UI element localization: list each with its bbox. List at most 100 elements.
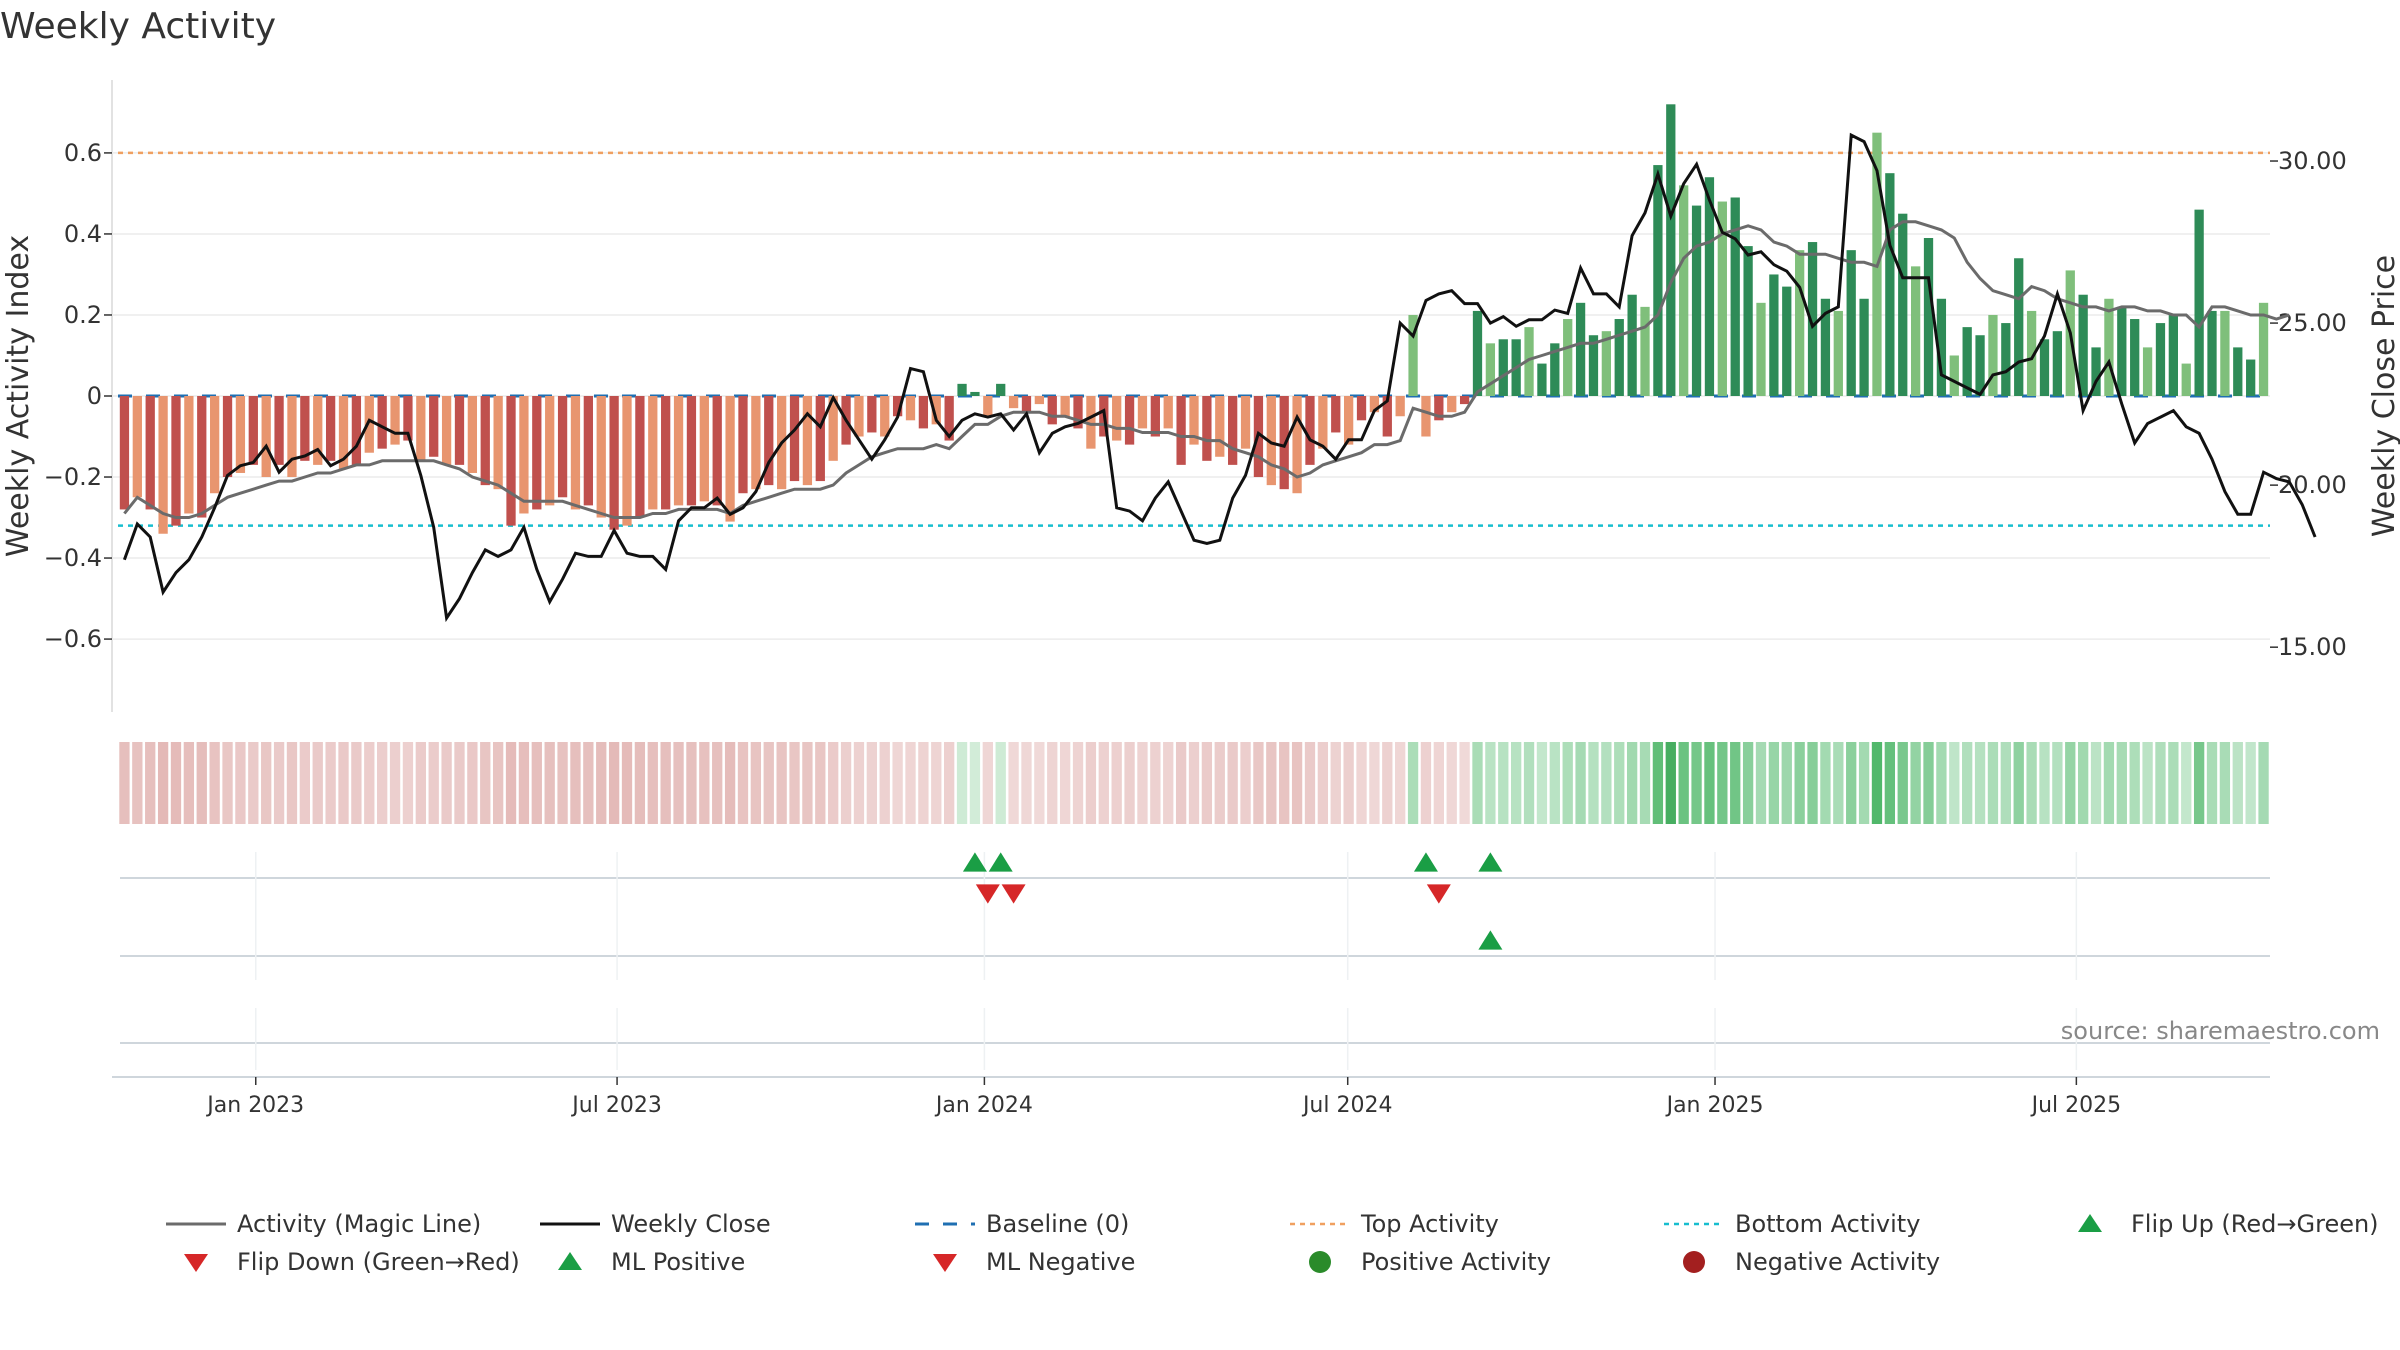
activity-bar [1769, 274, 1779, 396]
left-tick-label: 0.6 [64, 139, 102, 167]
heat-cell [1781, 742, 1792, 824]
flip-down-marker [1001, 884, 1026, 904]
activity-bar [1150, 396, 1160, 437]
heat-cell [1588, 742, 1599, 824]
heat-cell [2219, 742, 2231, 824]
activity-bar [1807, 242, 1818, 396]
legend-label: ML Negative [986, 1248, 1135, 1276]
right-tick-label: 20.00 [2278, 471, 2347, 499]
activity-bar [1047, 396, 1057, 425]
activity-bar [1395, 396, 1405, 417]
activity-bar [1112, 396, 1122, 441]
heat-cell [2116, 742, 2127, 824]
activity-bar [2194, 209, 2204, 396]
heat-cell [931, 742, 942, 824]
heat-cell [2245, 742, 2256, 824]
activity-bar [880, 396, 890, 437]
legend-label: Flip Up (Red→Green) [2131, 1210, 2379, 1238]
heat-cell [712, 742, 723, 824]
left-tick-label: −0.6 [44, 625, 102, 653]
activity-bar [557, 396, 568, 498]
heat-cell [969, 742, 981, 824]
activity-bar [751, 396, 761, 490]
heat-cell [415, 742, 426, 824]
activity-bar [441, 396, 452, 465]
heat-cell [1072, 742, 1084, 824]
heat-cell [2026, 742, 2037, 824]
activity-bar [1782, 286, 1792, 396]
activity-bar [325, 396, 336, 461]
heat-cell [1639, 742, 1651, 824]
activity-bar [532, 396, 542, 510]
left-axis-ticks: −0.6 −0.4 −0.2 0 0.2 0.4 0.6 [44, 139, 112, 653]
heat-cell [1871, 742, 1883, 824]
heat-cell [1962, 742, 1973, 824]
heat-cell [1704, 742, 1715, 824]
heat-cell [2013, 742, 2024, 824]
activity-bar [635, 396, 645, 518]
heat-cell [1987, 742, 1999, 824]
activity-bar [1563, 319, 1573, 396]
heat-cell [338, 742, 349, 824]
date-tick-label: Jan 2024 [934, 1093, 1033, 1118]
activity-bar [300, 396, 310, 461]
heat-cell [1897, 742, 1908, 824]
heat-cell [1742, 742, 1754, 824]
heat-cell [905, 742, 916, 824]
activity-bar [2091, 347, 2101, 396]
heat-cell [737, 742, 749, 824]
activity-bar [1588, 335, 1599, 396]
heat-cell [1433, 742, 1444, 824]
heat-cell [647, 742, 658, 824]
heat-cell [1794, 742, 1805, 824]
activity-bar [1060, 396, 1070, 417]
right-tick-label: 25.00 [2278, 309, 2347, 337]
activity-bar [918, 396, 929, 429]
heat-cell [1446, 742, 1457, 824]
activity-bar [789, 396, 800, 482]
heat-cell [1266, 742, 1277, 824]
legend-label: ML Positive [611, 1248, 745, 1276]
heat-cell [492, 742, 504, 824]
activity-bar [145, 396, 155, 510]
heat-cell [1498, 742, 1509, 824]
date-tick-label: Jan 2025 [1665, 1093, 1764, 1118]
heat-cell [1549, 742, 1560, 824]
heat-cell [2168, 742, 2179, 824]
activity-bar [2078, 294, 2088, 396]
heat-cell [1047, 742, 1058, 824]
activity-bar [313, 396, 323, 465]
activity-bar [1124, 396, 1135, 445]
activity-bar [2207, 310, 2217, 396]
activity-bar [1833, 310, 1843, 396]
activity-bar [1305, 396, 1315, 465]
activity-bar [892, 396, 903, 417]
heat-cell [467, 742, 478, 824]
activity-bar [764, 396, 774, 486]
heat-cell [325, 742, 336, 824]
heat-cell [209, 742, 220, 824]
heat-cell [1008, 742, 1019, 824]
activity-bar [1910, 266, 1921, 396]
heat-cell [2232, 742, 2243, 824]
heat-cell [1691, 742, 1702, 824]
heat-cell [119, 742, 130, 824]
heat-cell [454, 742, 465, 824]
heat-cell [892, 742, 903, 824]
heat-cell [1807, 742, 1818, 824]
activity-bar [1627, 294, 1637, 396]
activity-bar [828, 396, 838, 461]
activity-bar [1666, 104, 1676, 397]
heat-cell [1652, 742, 1664, 824]
heat-cell [956, 742, 968, 824]
activity-bar [235, 396, 246, 473]
activity-bars [119, 104, 2269, 534]
activity-bar [1550, 343, 1560, 396]
activity-bar [1988, 314, 1998, 396]
activity-bar [1382, 396, 1392, 437]
heat-cell [145, 742, 156, 824]
heat-cell [1974, 742, 1986, 824]
activity-bar [1743, 246, 1753, 396]
heat-cell [1227, 742, 1238, 824]
heat-cell [1459, 742, 1470, 824]
